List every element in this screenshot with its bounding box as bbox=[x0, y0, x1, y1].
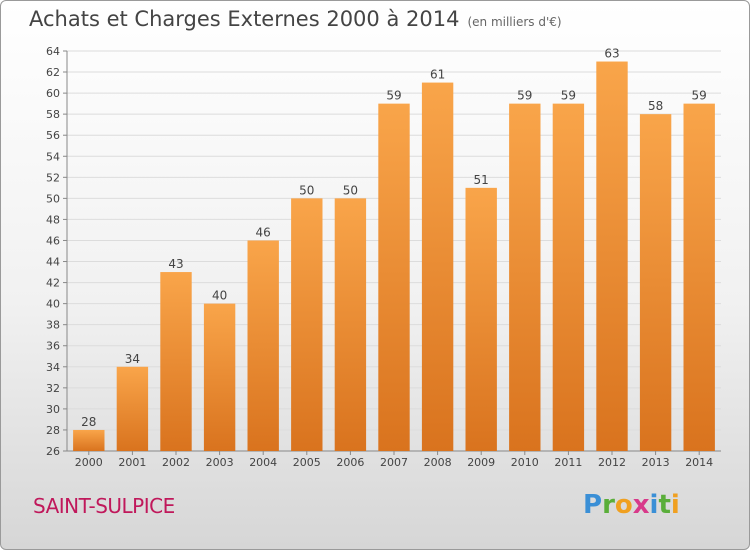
bar-2000 bbox=[73, 429, 105, 451]
bar-2009 bbox=[465, 187, 497, 451]
y-tick-label: 34 bbox=[46, 361, 60, 374]
data-labels: 28 34 43 40 46 50 50 59 61 51 59 59 63 58 59 bbox=[81, 47, 707, 429]
x-tick-label: 2013 bbox=[642, 456, 670, 469]
proxiti-logo: Proxiti bbox=[583, 490, 680, 520]
chart-title: Achats et Charges Externes 2000 à 2014 (e… bbox=[29, 7, 562, 31]
y-tick-label: 62 bbox=[46, 66, 60, 79]
x-tick-label: 2002 bbox=[162, 456, 190, 469]
x-tick-label: 2012 bbox=[598, 456, 626, 469]
data-label: 59 bbox=[692, 89, 707, 103]
bar-2005 bbox=[291, 198, 323, 451]
bar-2006 bbox=[334, 198, 367, 451]
data-label: 34 bbox=[125, 352, 140, 366]
commune-name: SAINT-SULPICE bbox=[33, 494, 175, 518]
x-tick-label: 2009 bbox=[467, 456, 495, 469]
data-label: 61 bbox=[430, 68, 445, 82]
x-tick-label: 2005 bbox=[293, 456, 321, 469]
data-label: 59 bbox=[386, 89, 401, 103]
y-tick-label: 36 bbox=[46, 340, 60, 353]
bar-2008 bbox=[421, 82, 454, 451]
y-tick-labels: 26 28 30 32 34 36 38 40 42 44 46 48 50 52 54 56 58 60 62 64 bbox=[46, 45, 60, 458]
y-tick-label: 54 bbox=[46, 150, 60, 163]
x-tick-label: 2000 bbox=[75, 456, 103, 469]
chart-title-text: Achats et Charges Externes 2000 à 2014 bbox=[29, 7, 460, 31]
x-tick-label: 2003 bbox=[206, 456, 234, 469]
x-tick-label: 2007 bbox=[380, 456, 408, 469]
y-tick-label: 38 bbox=[46, 319, 60, 332]
logo-letter: x bbox=[632, 490, 650, 520]
data-label: 50 bbox=[343, 183, 358, 197]
bar-2004 bbox=[247, 240, 279, 451]
bar-2007 bbox=[378, 103, 410, 451]
y-tick-label: 26 bbox=[46, 445, 60, 458]
logo-letter: t bbox=[658, 490, 671, 520]
data-label: 28 bbox=[81, 415, 96, 429]
x-tick-label: 2008 bbox=[424, 456, 452, 469]
bar-2011 bbox=[552, 103, 585, 451]
logo-letter: r bbox=[602, 490, 615, 520]
data-label: 40 bbox=[212, 289, 227, 303]
bar-2003 bbox=[203, 303, 236, 451]
bars bbox=[73, 61, 715, 452]
y-tick-label: 28 bbox=[46, 424, 60, 437]
bar-2010 bbox=[509, 103, 541, 451]
y-tick-label: 32 bbox=[46, 382, 60, 395]
y-tick-label: 40 bbox=[46, 298, 60, 311]
x-tick-label: 2004 bbox=[249, 456, 277, 469]
y-tick-label: 44 bbox=[46, 256, 60, 269]
x-tick-labels: 2000 2001 2002 2003 2004 2005 2006 2007 2008 2009… bbox=[75, 451, 713, 469]
data-label: 63 bbox=[604, 47, 619, 61]
y-tick-label: 58 bbox=[46, 108, 60, 121]
logo-letter: i bbox=[649, 490, 659, 520]
x-tick-label: 2006 bbox=[336, 456, 364, 469]
logo-letter: o bbox=[614, 490, 633, 520]
bar-2012 bbox=[596, 61, 628, 452]
y-tick-label: 64 bbox=[46, 45, 60, 58]
data-label: 50 bbox=[299, 183, 314, 197]
y-tick-label: 48 bbox=[46, 213, 60, 226]
x-tick-label: 2011 bbox=[554, 456, 582, 469]
y-tick-label: 56 bbox=[46, 129, 60, 142]
y-tick-label: 46 bbox=[46, 234, 60, 247]
y-tick-label: 42 bbox=[46, 277, 60, 290]
logo-letter: P bbox=[583, 490, 603, 520]
data-label: 43 bbox=[168, 257, 183, 271]
data-label: 59 bbox=[517, 89, 532, 103]
data-label: 59 bbox=[561, 89, 576, 103]
x-tick-label: 2014 bbox=[685, 456, 713, 469]
data-label: 46 bbox=[256, 225, 271, 239]
logo-letter: i bbox=[670, 490, 680, 520]
bar-2001 bbox=[116, 366, 149, 451]
y-tick-label: 50 bbox=[46, 192, 60, 205]
x-tick-label: 2001 bbox=[118, 456, 146, 469]
y-tick-label: 30 bbox=[46, 403, 60, 416]
bar-2013 bbox=[639, 114, 672, 451]
chart-subtitle: (en milliers d'€) bbox=[467, 15, 562, 29]
x-tick-label: 2010 bbox=[511, 456, 539, 469]
bar-2014 bbox=[683, 103, 715, 451]
y-tick-label: 52 bbox=[46, 171, 60, 184]
data-label: 51 bbox=[474, 173, 489, 187]
bar-2002 bbox=[160, 272, 192, 451]
y-tick-label: 60 bbox=[46, 87, 60, 100]
data-label: 58 bbox=[648, 99, 663, 113]
